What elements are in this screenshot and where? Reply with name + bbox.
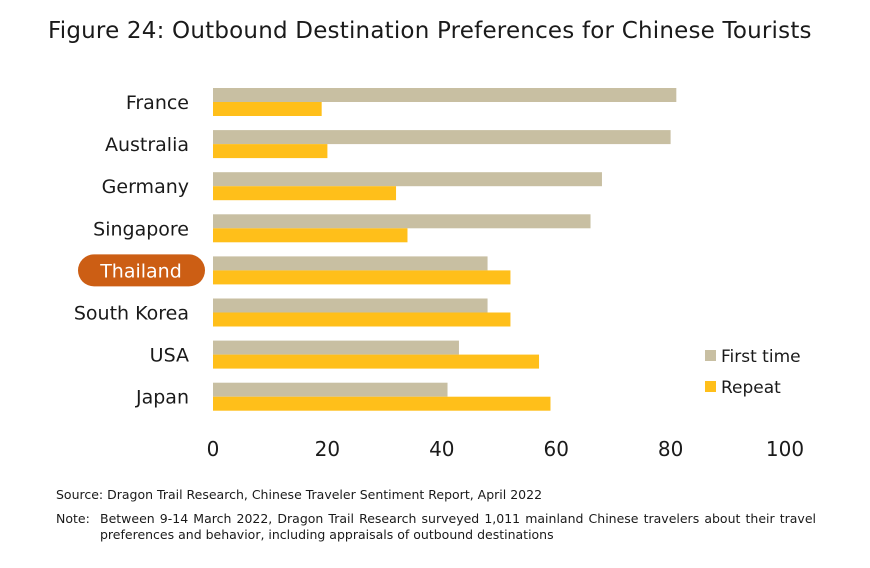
category-label-south-korea: South Korea	[74, 303, 189, 325]
x-tick-0: 0	[207, 437, 220, 461]
bar-south-korea-first-time	[213, 298, 488, 313]
bar-japan-repeat	[213, 396, 551, 411]
category-label-australia: Australia	[105, 134, 189, 156]
bar-chart: France Australia Germany Singapore Thailand S…	[74, 88, 804, 461]
category-label-japan: Japan	[135, 387, 189, 409]
x-tick-60: 60	[543, 437, 568, 461]
bar-thailand-first-time	[213, 256, 488, 271]
methodology-note: Note: Between 9-14 March 2022, Dragon Tr…	[56, 511, 816, 543]
x-tick-100: 100	[766, 437, 804, 461]
bar-singapore-repeat	[213, 228, 408, 243]
chart-title: Figure 24: Outbound Destination Preferen…	[48, 18, 812, 44]
legend-label-first-time: First time	[721, 347, 801, 367]
category-label-thailand: Thailand	[99, 260, 182, 282]
bar-australia-repeat	[213, 144, 328, 159]
note-label: Note:	[56, 511, 90, 526]
x-tick-20: 20	[315, 437, 340, 461]
bar-usa-repeat	[213, 354, 540, 369]
bar-thailand-repeat	[213, 270, 511, 285]
bar-singapore-first-time	[213, 214, 591, 229]
note-text: Between 9-14 March 2022, Dragon Trail Re…	[100, 511, 816, 542]
bar-france-repeat	[213, 102, 322, 116]
category-label-france: France	[126, 92, 189, 114]
bar-germany-repeat	[213, 186, 397, 201]
legend-swatch-repeat	[705, 381, 716, 392]
bar-australia-first-time	[213, 130, 671, 145]
x-tick-40: 40	[429, 437, 454, 461]
category-label-usa: USA	[150, 345, 189, 367]
highlight-pill	[78, 254, 205, 287]
bar-japan-first-time	[213, 382, 448, 397]
category-label-germany: Germany	[102, 176, 189, 198]
category-label-singapore: Singapore	[93, 218, 189, 240]
bar-south-korea-repeat	[213, 312, 511, 327]
source-note: Source: Dragon Trail Research, Chinese T…	[56, 487, 543, 502]
bar-usa-first-time	[213, 340, 459, 355]
x-tick-80: 80	[658, 437, 683, 461]
legend-label-repeat: Repeat	[721, 378, 781, 398]
bar-france-first-time	[213, 88, 677, 102]
legend-swatch-first-time	[705, 350, 716, 361]
bar-germany-first-time	[213, 172, 602, 187]
